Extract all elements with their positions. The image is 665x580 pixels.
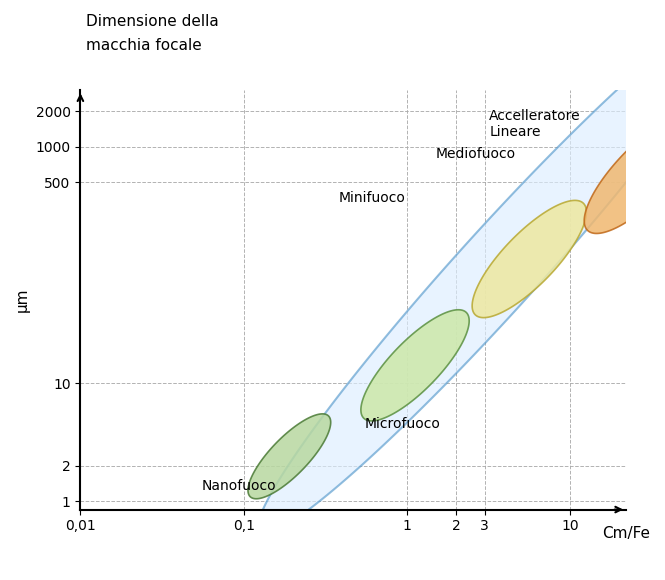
Y-axis label: μm: μm [15,288,30,312]
Polygon shape [258,8,665,534]
Polygon shape [248,414,331,499]
Text: Minifuoco: Minifuoco [338,191,405,205]
Polygon shape [585,112,665,234]
Text: Mediofuoco: Mediofuoco [436,147,516,161]
Text: Cm/Fe: Cm/Fe [602,525,650,541]
Text: Dimensione della: Dimensione della [86,14,219,30]
Text: Nanofuoco: Nanofuoco [201,479,276,493]
Text: Microfuoco: Microfuoco [364,417,440,431]
Polygon shape [472,200,587,318]
Text: Accelleratore
Lineare: Accelleratore Lineare [489,109,581,139]
Text: macchia focale: macchia focale [86,38,202,53]
Polygon shape [361,310,469,421]
